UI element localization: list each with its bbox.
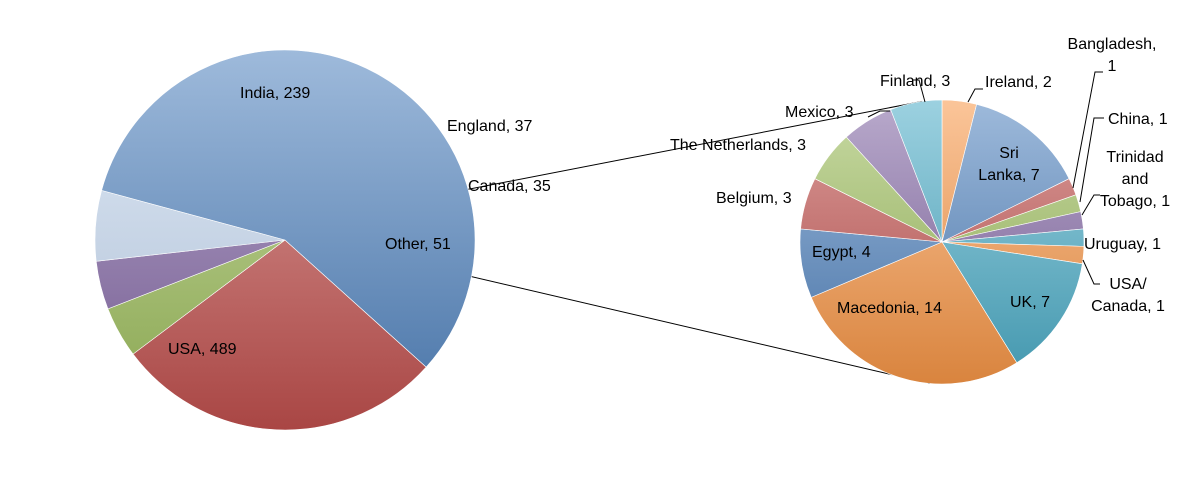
main-label-england: England, 37	[447, 118, 533, 135]
leader-line-usa-canada	[1082, 259, 1100, 285]
main-pie	[94, 49, 476, 431]
sub-label-ireland: Ireland, 2	[985, 74, 1052, 91]
sub-slice-finland	[890, 99, 943, 243]
main-slice-india	[132, 239, 427, 431]
leader-line-ireland	[967, 88, 983, 103]
sub-label-egypt: Egypt, 4	[812, 244, 871, 261]
slice-labels: India, 239 England, 37 Canada, 35 Other, 51…	[168, 36, 1170, 358]
leader-line-china	[1079, 117, 1104, 203]
sub-label-bangladesh: Bangladesh, 1	[1068, 36, 1157, 75]
sub-label-the-netherlands: The Netherlands, 3	[670, 137, 806, 154]
sub-label-uk: UK, 7	[1010, 294, 1050, 311]
sub-pie	[799, 99, 1085, 385]
leader-line-trinidad-and-tobago	[1081, 194, 1100, 216]
sub-slice-uk	[941, 241, 1083, 364]
sub-slice-sri-lanka	[941, 103, 1070, 243]
main-label-india: India, 239	[240, 85, 310, 102]
sub-label-belgium: Belgium, 3	[716, 190, 792, 207]
main-slice-usa	[101, 49, 476, 368]
sub-label-finland: Finland, 3	[880, 73, 950, 90]
sub-slice-macedonia	[810, 241, 1018, 385]
leader-line-mexico	[867, 110, 890, 118]
leader-lines	[867, 71, 1104, 285]
sub-label-usa-canada: USA/Canada, 1	[1091, 276, 1165, 315]
leader-line-finland	[912, 79, 926, 103]
main-label-usa: USA, 489	[168, 341, 237, 358]
sub-label-china: China, 1	[1108, 111, 1168, 128]
sub-label-trinidad-and-tobago: Trinidad and Tobago, 1	[1100, 149, 1170, 210]
leader-line-bangladesh	[1072, 71, 1103, 189]
main-label-other: Other, 51	[385, 236, 451, 253]
sub-label-macedonia: Macedonia, 14	[837, 300, 942, 317]
sub-label-sri-lanka: Sri Lanka, 7	[978, 145, 1039, 184]
main-label-canada: Canada, 35	[468, 178, 551, 195]
sub-label-mexico: Mexico, 3	[785, 104, 854, 121]
sub-label-uruguay: Uruguay, 1	[1084, 236, 1161, 253]
